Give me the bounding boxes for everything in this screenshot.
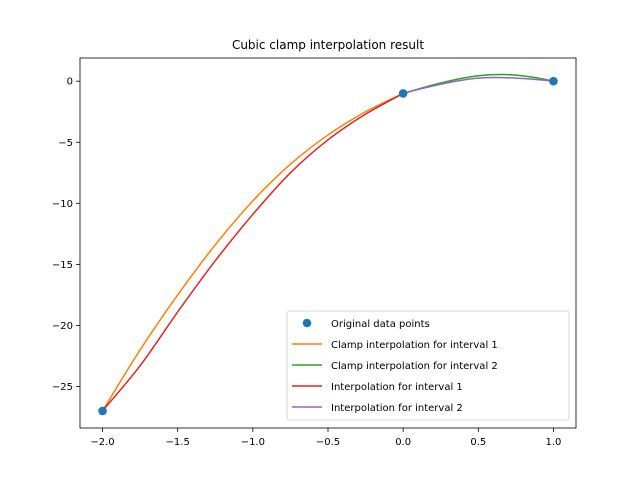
legend: Original data points Clamp interpolation …: [286, 310, 570, 421]
y-tick-label: 0: [67, 77, 73, 88]
chart-title: Cubic clamp interpolation result: [232, 38, 424, 52]
plot-area: [98, 73, 558, 416]
series-line-4: [402, 76, 555, 95]
x-tick-label: −1.0: [241, 437, 265, 448]
y-tick-label: −10: [52, 199, 73, 210]
y-tick-label: −25: [52, 382, 73, 393]
x-tick-label: −2.0: [90, 437, 114, 448]
x-tick-label: 1.0: [546, 437, 562, 448]
series-line-1: [101, 92, 404, 412]
legend-box: [286, 310, 570, 421]
data-point: [398, 89, 408, 98]
legend-label: Clamp interpolation for interval 2: [331, 361, 498, 372]
legend-label: Original data points: [331, 319, 430, 330]
series-line-3: [101, 92, 404, 412]
x-tick-label: 0.0: [395, 437, 411, 448]
y-tick-label: −15: [52, 260, 73, 271]
axes: −2.0 −1.5 −1.0 −0.5 0.0 0.5 1.0 0 −5 −10 −15 −20 −25: [52, 77, 562, 448]
data-point: [98, 406, 107, 416]
y-tick-label: −5: [58, 138, 73, 149]
legend-marker: [302, 318, 312, 328]
y-tick-label: −20: [52, 321, 73, 332]
x-tick-label: −1.5: [166, 437, 190, 448]
data-point: [549, 76, 558, 86]
legend-label: Interpolation for interval 1: [331, 382, 463, 393]
x-tick-label: −0.5: [316, 437, 340, 448]
legend-label: Interpolation for interval 2: [331, 403, 463, 414]
x-tick-label: 0.5: [470, 437, 486, 448]
series-line-2: [402, 73, 555, 95]
legend-label: Clamp interpolation for interval 1: [331, 340, 498, 351]
